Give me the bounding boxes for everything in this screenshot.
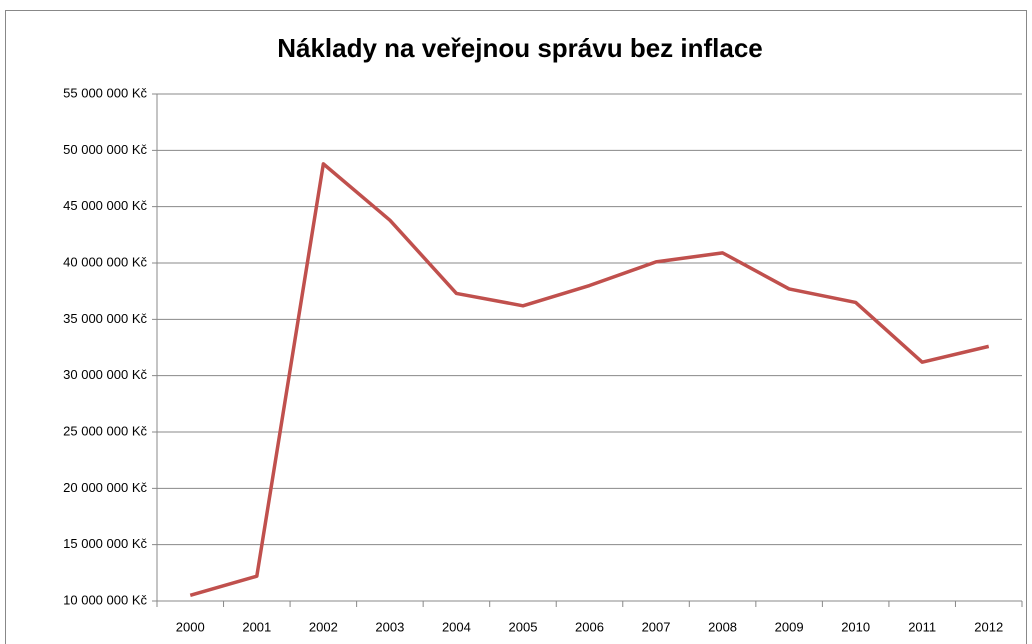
x-tick-label: 2002 [309, 619, 338, 634]
y-tick-label: 30 000 000 Kč [63, 367, 147, 382]
y-tick-label: 20 000 000 Kč [63, 480, 147, 495]
chart-title: Náklady na veřejnou správu bez inflace [277, 33, 763, 63]
x-tick-label: 2005 [509, 619, 538, 634]
x-tick-label: 2003 [375, 619, 404, 634]
x-tick-label: 2011 [908, 619, 936, 634]
x-tick-label: 2000 [176, 619, 205, 634]
x-tick-label: 2008 [708, 619, 737, 634]
data-line [189, 162, 990, 598]
y-tick-label: 15 000 000 Kč [63, 536, 147, 551]
x-tick-label: 2009 [775, 619, 804, 634]
y-tick-label: 45 000 000 Kč [63, 198, 147, 213]
x-tick-label: 2010 [841, 619, 870, 634]
x-tick-label: 2012 [974, 619, 1003, 634]
x-tick-label: 2001 [242, 619, 271, 634]
y-tick-label: 35 000 000 Kč [63, 311, 147, 326]
y-tick-label: 50 000 000 Kč [63, 142, 147, 157]
x-tick-label: 2004 [442, 619, 471, 634]
y-tick-label: 25 000 000 Kč [63, 423, 147, 438]
x-tick-label: 2007 [642, 619, 671, 634]
y-tick-label: 55 000 000 Kč [63, 85, 147, 100]
chart-border [5, 10, 1027, 644]
x-tick-label: 2006 [575, 619, 604, 634]
y-tick-label: 10 000 000 Kč [63, 592, 147, 607]
y-tick-label: 40 000 000 Kč [63, 254, 147, 269]
